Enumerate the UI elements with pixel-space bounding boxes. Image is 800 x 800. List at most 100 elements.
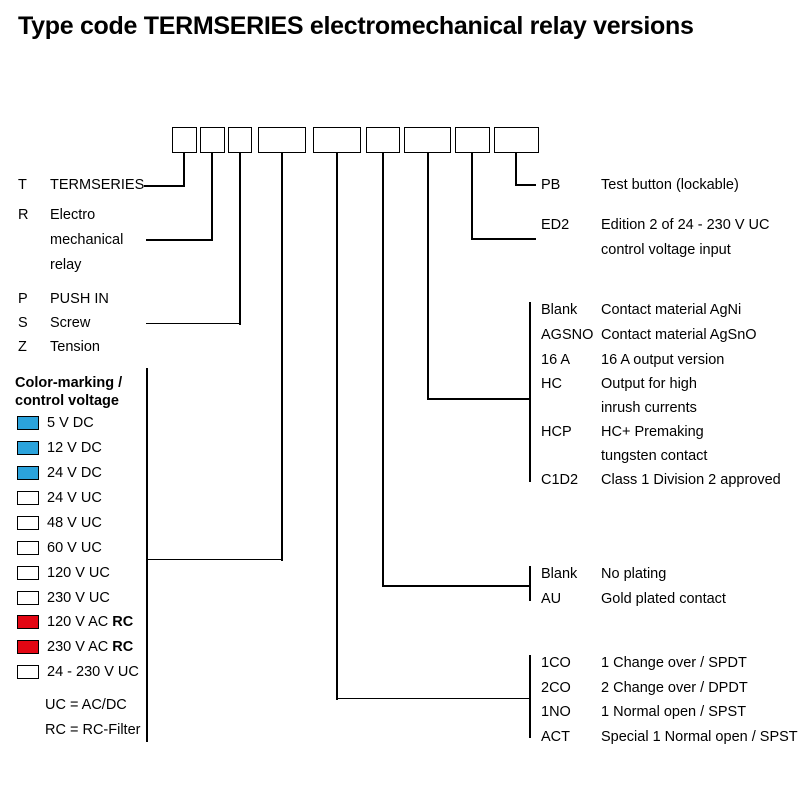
type-code-box-4 <box>258 127 306 153</box>
type-code-box-9 <box>494 127 539 153</box>
connector-line <box>515 152 517 186</box>
voltage-label: 230 V AC RC <box>47 639 134 655</box>
code-1no: 1NO <box>541 704 571 720</box>
label-relay: relay <box>50 257 82 273</box>
connector-line <box>515 184 536 186</box>
code-pb: PB <box>541 177 561 193</box>
voltage-label: 24 V DC <box>47 465 102 481</box>
code-act: ACT <box>541 729 570 745</box>
connector-line <box>146 322 241 325</box>
desc-ed2-line2: control voltage input <box>601 242 731 258</box>
type-code-box-1 <box>172 127 197 153</box>
code-16a: 16 A <box>541 352 571 368</box>
connector-line <box>183 152 185 187</box>
voltage-row: 5 V DC <box>17 414 98 432</box>
connector-line <box>239 152 241 325</box>
voltage-row: 24 V UC <box>17 489 106 507</box>
voltage-label: 60 V UC <box>47 540 102 556</box>
connector-line <box>281 152 283 561</box>
desc-1co: 1 Change over / SPDT <box>601 655 747 671</box>
desc-hc-line1: Output for high <box>601 376 697 392</box>
color-swatch <box>17 615 39 629</box>
voltage-row: 60 V UC <box>17 539 106 557</box>
connector-line <box>336 697 531 700</box>
voltage-label: 48 V UC <box>47 515 102 531</box>
note-rc: RC = RC-Filter <box>45 722 141 738</box>
color-swatch <box>17 591 39 605</box>
connector-line <box>336 152 338 700</box>
color-swatch <box>17 491 39 505</box>
voltage-label: 120 V AC RC <box>47 614 134 630</box>
code-hc: HC <box>541 376 562 392</box>
connector-line <box>382 152 384 587</box>
note-uc: UC = AC/DC <box>45 697 127 713</box>
color-swatch <box>17 466 39 480</box>
voltage-label: 120 V UC <box>47 565 110 581</box>
voltage-row: 12 V DC <box>17 439 106 457</box>
label-tension: Tension <box>50 339 100 355</box>
type-code-box-3 <box>228 127 252 153</box>
desc-1no: 1 Normal open / SPST <box>601 704 747 720</box>
label-electro: Electro <box>50 207 96 223</box>
desc-ed2-line1: Edition 2 of 24 - 230 V UC <box>601 217 770 233</box>
connector-line <box>382 585 531 587</box>
code-hcp: HCP <box>541 424 572 440</box>
code-au: AU <box>541 591 562 607</box>
voltage-row: 120 V AC RC <box>17 613 133 631</box>
desc-c1d2: Class 1 Division 2 approved <box>601 472 781 488</box>
type-code-box-8 <box>455 127 490 153</box>
connector-line <box>144 185 185 187</box>
label-push-in: PUSH IN <box>50 291 109 307</box>
color-swatch <box>17 640 39 654</box>
code-r: R <box>18 207 29 223</box>
voltage-row: 48 V UC <box>17 514 106 532</box>
voltage-label: 24 - 230 V UC <box>47 664 139 680</box>
voltage-row: 24 V DC <box>17 464 106 482</box>
voltage-row: 230 V UC <box>17 589 114 607</box>
code-t: T <box>18 177 27 193</box>
color-swatch <box>17 441 39 455</box>
voltage-label: 5 V DC <box>47 415 94 431</box>
code-c1d2: C1D2 <box>541 472 579 488</box>
voltage-label: 24 V UC <box>47 490 102 506</box>
desc-no-plating: No plating <box>601 566 667 582</box>
code-z: Z <box>18 339 27 355</box>
voltage-row: 24 - 230 V UC <box>17 663 143 681</box>
color-swatch <box>17 665 39 679</box>
voltage-row: 230 V AC RC <box>17 638 133 656</box>
type-code-box-6 <box>366 127 400 153</box>
desc-pb: Test button (lockable) <box>601 177 739 193</box>
code-p: P <box>18 291 28 307</box>
desc-hcp-line1: HC+ Premaking <box>601 424 704 440</box>
color-swatch <box>17 541 39 555</box>
color-marking-header-line2: control voltage <box>15 393 119 409</box>
desc-au: Gold plated contact <box>601 591 726 607</box>
connector-line <box>427 398 531 400</box>
type-code-box-7 <box>404 127 451 153</box>
desc-16a: 16 A output version <box>601 352 725 368</box>
connector-line <box>146 239 213 241</box>
connector-line <box>471 238 536 240</box>
connector-line <box>529 566 531 601</box>
type-code-box-2 <box>200 127 225 153</box>
code-2co: 2CO <box>541 680 571 696</box>
voltage-label: 12 V DC <box>47 440 102 456</box>
label-termseries: TERMSERIES <box>50 177 145 193</box>
label-mechanical: mechanical <box>50 232 124 248</box>
code-blank-material: Blank <box>541 302 578 318</box>
connector-line <box>529 302 531 482</box>
code-blank-plating: Blank <box>541 566 578 582</box>
color-swatch <box>17 516 39 530</box>
voltage-row: 120 V UC <box>17 564 114 582</box>
color-marking-header-line1: Color-marking / <box>15 375 123 391</box>
desc-hc-line2: inrush currents <box>601 400 697 416</box>
code-ed2: ED2 <box>541 217 570 233</box>
desc-act: Special 1 Normal open / SPST <box>601 729 798 745</box>
code-1co: 1CO <box>541 655 571 671</box>
voltage-label: 230 V UC <box>47 590 110 606</box>
connector-line <box>427 152 429 400</box>
connector-line <box>471 152 473 240</box>
page-title: Type code TERMSERIES electromechanical r… <box>18 12 694 40</box>
desc-2co: 2 Change over / DPDT <box>601 680 748 696</box>
